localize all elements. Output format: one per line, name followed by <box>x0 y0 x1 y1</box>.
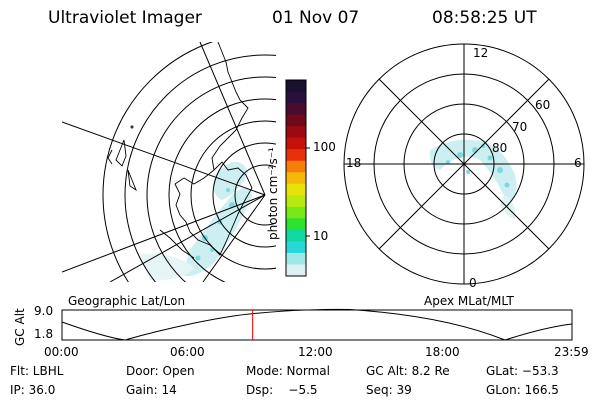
colorbar-segment <box>286 172 306 185</box>
mlt-label-6: 6 <box>574 156 582 170</box>
geographic-map <box>62 42 276 282</box>
xtick-18: 18:00 <box>425 345 460 359</box>
meridians <box>62 42 266 282</box>
date-label: 01 Nov 07 <box>272 8 360 28</box>
colorbar-segment <box>286 206 306 219</box>
xtick-23-59: 23:59 <box>554 345 589 359</box>
colorbar-unit-label: photon cm⁻²s⁻¹ <box>266 147 280 240</box>
instrument-title: Ultraviolet Imager <box>48 8 202 28</box>
info-mode: Mode: Normal <box>246 364 330 378</box>
colorbar-segment <box>286 126 306 139</box>
altitude-ytick-9: 9.0 <box>34 304 54 318</box>
info-seq: Seq: 39 <box>366 383 412 397</box>
colorbar-segment <box>286 252 306 265</box>
geographic-map-label: Geographic Lat/Lon <box>68 294 186 308</box>
info-gain: Gain: 14 <box>126 383 177 397</box>
xtick-00: 00:00 <box>44 345 79 359</box>
colorbar-segment <box>286 114 306 127</box>
colorbar-segment <box>286 218 306 231</box>
mlat-mlt-plot <box>343 43 585 285</box>
colorbar-frame <box>285 79 307 277</box>
colorbar-segment <box>286 149 306 162</box>
altitude-ytick-1-8: 1.8 <box>34 327 54 341</box>
info-glon: GLon: 166.5 <box>486 383 559 397</box>
time-label: 08:58:25 UT <box>432 8 537 28</box>
xtick-06: 06:00 <box>170 345 205 359</box>
colorbar-segment <box>286 195 306 208</box>
colorbar-segment <box>286 264 306 277</box>
colorbar-segment <box>286 229 306 242</box>
colorbar-tick-100: 100 <box>313 140 336 154</box>
colorbar-segment <box>286 183 306 196</box>
altitude-plot <box>61 308 573 341</box>
colorbar-segment <box>286 103 306 116</box>
colorbar-segment <box>286 91 306 104</box>
colorbar-segment <box>286 137 306 150</box>
info-glat: GLat: −53.3 <box>486 364 559 378</box>
aurora-emission-geo <box>140 161 252 281</box>
info-ip: IP: 36.0 <box>10 383 56 397</box>
altitude-ylabel: GC Alt <box>13 308 27 346</box>
info-flt: Flt: LBHL <box>10 364 64 378</box>
apex-map-label: Apex MLat/MLT <box>424 294 514 308</box>
coastlines <box>107 42 253 259</box>
colorbar <box>285 79 310 277</box>
colorbar-segment <box>286 80 306 93</box>
mlat-label-60: 60 <box>535 98 551 112</box>
info-door: Door: Open <box>126 364 195 378</box>
mlt-label-12: 12 <box>473 46 489 60</box>
mlt-label-18: 18 <box>346 156 362 170</box>
mlt-label-0: 0 <box>469 276 477 290</box>
latitude-circles <box>102 42 276 282</box>
colorbar-tick-10: 10 <box>313 229 329 243</box>
mlat-label-70: 70 <box>512 120 528 134</box>
info-gc-alt: GC Alt: 8.2 Re <box>366 364 450 378</box>
info-dsp: Dsp: −5.5 <box>246 383 318 397</box>
colorbar-segment <box>286 160 306 173</box>
xtick-12: 12:00 <box>298 345 333 359</box>
colorbar-segment <box>286 241 306 254</box>
mlat-label-80: 80 <box>492 141 508 155</box>
